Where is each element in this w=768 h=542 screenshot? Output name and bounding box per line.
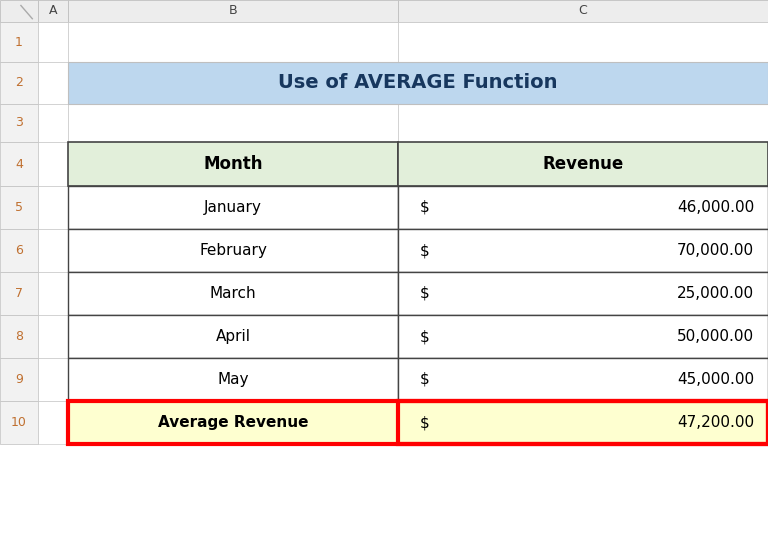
Bar (0, 104, 38, 142)
Text: 6: 6 (15, 244, 23, 257)
Bar (68, 186, 398, 229)
Bar (68, 358, 398, 401)
Bar (68, 401, 398, 444)
Text: 25,000.00: 25,000.00 (677, 286, 754, 301)
Bar (68, 401, 768, 444)
Text: 5: 5 (15, 201, 23, 214)
Bar (398, 358, 768, 401)
Bar (398, 142, 768, 186)
Bar (68, 22, 398, 62)
Bar (68, 142, 398, 186)
Text: January: January (204, 200, 262, 215)
Bar (398, 272, 768, 315)
Bar (38, 315, 68, 358)
Text: 70,000.00: 70,000.00 (677, 243, 754, 258)
Bar (68, 229, 398, 272)
Bar (68, 358, 398, 401)
Bar (398, 229, 768, 272)
Text: $: $ (420, 200, 430, 215)
Bar (398, 229, 768, 272)
Bar (0, 401, 38, 444)
Bar (0, 229, 38, 272)
Text: 46,000.00: 46,000.00 (677, 200, 754, 215)
Bar (398, 104, 768, 142)
Bar (68, 272, 398, 315)
Bar (398, 315, 768, 358)
Bar (0, 142, 38, 186)
Text: 8: 8 (15, 330, 23, 343)
Text: 3: 3 (15, 117, 23, 130)
Text: 9: 9 (15, 373, 23, 386)
Bar (398, 186, 768, 229)
Text: $: $ (420, 415, 430, 430)
Text: $: $ (420, 243, 430, 258)
Text: Month: Month (204, 155, 263, 173)
Text: B: B (229, 4, 237, 17)
Bar (398, 22, 768, 62)
Bar (38, 401, 68, 444)
Text: 45,000.00: 45,000.00 (677, 372, 754, 387)
Bar (398, 358, 768, 401)
Bar (0, 62, 38, 104)
Text: 47,200.00: 47,200.00 (677, 415, 754, 430)
Text: A: A (48, 4, 58, 17)
Bar (68, 62, 398, 104)
Bar (398, 0, 768, 22)
Bar (68, 272, 398, 315)
Bar (398, 401, 768, 444)
Text: Revenue: Revenue (542, 155, 624, 173)
Text: March: March (210, 286, 257, 301)
Bar (38, 142, 68, 186)
Bar (398, 62, 768, 104)
Bar (68, 0, 398, 22)
Text: 1: 1 (15, 35, 23, 48)
Bar (38, 104, 68, 142)
Bar (68, 186, 398, 229)
Bar (38, 22, 68, 62)
Bar (0, 358, 38, 401)
Text: April: April (216, 329, 250, 344)
Bar (38, 358, 68, 401)
Text: $: $ (420, 372, 430, 387)
Bar (68, 315, 398, 358)
Bar (398, 315, 768, 358)
Text: 4: 4 (15, 158, 23, 171)
Bar (0, 0, 38, 22)
Bar (38, 186, 68, 229)
Text: $: $ (420, 329, 430, 344)
Bar (38, 229, 68, 272)
Bar (0, 186, 38, 229)
Bar (0, 22, 38, 62)
Text: 50,000.00: 50,000.00 (677, 329, 754, 344)
Text: $: $ (420, 286, 430, 301)
Bar (398, 401, 768, 444)
Text: 10: 10 (11, 416, 27, 429)
Bar (398, 272, 768, 315)
Bar (398, 186, 768, 229)
Text: Use of AVERAGE Function: Use of AVERAGE Function (278, 74, 558, 93)
Bar (0, 272, 38, 315)
Bar (38, 62, 68, 104)
Bar (398, 401, 768, 444)
Text: C: C (578, 4, 588, 17)
Bar (68, 104, 398, 142)
Bar (68, 62, 768, 104)
Text: 7: 7 (15, 287, 23, 300)
Bar (68, 229, 398, 272)
Bar (68, 142, 398, 186)
Bar (398, 142, 768, 186)
Bar (0, 315, 38, 358)
Bar (38, 0, 68, 22)
Text: February: February (199, 243, 267, 258)
Bar (68, 401, 398, 444)
Bar (68, 315, 398, 358)
Text: 2: 2 (15, 76, 23, 89)
Bar (38, 272, 68, 315)
Text: May: May (217, 372, 249, 387)
Text: Average Revenue: Average Revenue (157, 415, 308, 430)
